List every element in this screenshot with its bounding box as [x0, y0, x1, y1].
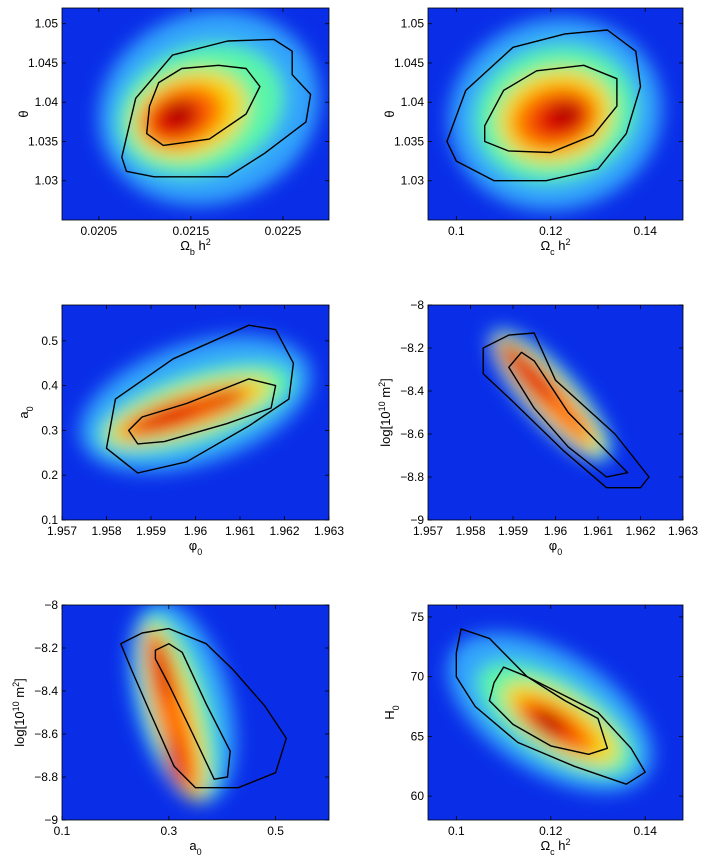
x-axis-label: Ωc h2: [540, 837, 570, 857]
y-axis-label: θ: [16, 110, 31, 117]
y-tick-label: 0.5: [41, 334, 58, 348]
x-tick-label: 0.12: [539, 224, 563, 238]
y-axis-label: log[1010 m2]: [11, 678, 27, 747]
y-tick-label: −8.8: [34, 770, 58, 784]
y-axis-label: a0: [16, 406, 35, 418]
x-tick-label: 1.963: [668, 524, 698, 538]
x-axis-label: φ0: [549, 538, 562, 557]
x-tick-label: 0.14: [634, 824, 658, 838]
x-axis-label: φ0: [189, 538, 202, 557]
x-tick-label: 1.962: [625, 524, 655, 538]
x-tick-label: 1.963: [314, 524, 344, 538]
y-tick-label: −8.8: [400, 470, 424, 484]
y-tick-label: 1.05: [35, 17, 59, 31]
y-tick-label: 1.035: [28, 134, 58, 148]
y-tick-label: 75: [411, 610, 425, 624]
y-tick-label: 1.05: [401, 17, 425, 31]
panel-phi0-logm: 1.957 1.958 1.959 1.96 1.961 1.962 1.963 −9 −8.8…: [377, 298, 698, 557]
y-tick-label: 60: [411, 789, 425, 803]
y-tick-label: 70: [411, 670, 425, 684]
y-axis-label: log[1010 m2]: [377, 378, 393, 447]
y-tick-label: 0.4: [41, 379, 58, 393]
y-tick-label: 1.045: [28, 56, 58, 70]
y-tick-label: 0.3: [41, 423, 58, 437]
y-tick-label: −9: [44, 813, 58, 827]
y-tick-label: 1.03: [35, 174, 59, 188]
y-tick-label: −9: [410, 513, 424, 527]
x-tick-label: 0.3: [160, 824, 177, 838]
x-axis-label: Ωb h2: [180, 237, 211, 257]
y-tick-label: −8.4: [400, 384, 424, 398]
x-tick-label: 0.14: [634, 224, 658, 238]
x-tick-label: 1.961: [583, 524, 613, 538]
y-tick-label: −8.4: [34, 684, 58, 698]
x-tick-label: 0.12: [539, 824, 563, 838]
x-tick-label: 1.959: [498, 524, 528, 538]
y-tick-label: 1.035: [394, 134, 424, 148]
panel-omegab-theta: 0.0205 0.0215 0.0225 1.03 1.035 1.04 1.045 1.05…: [16, 0, 347, 257]
x-tick-label: 0.0215: [173, 224, 210, 238]
x-tick-label: 1.959: [136, 524, 166, 538]
panel-omegac-theta: 0.1 0.12 0.14 1.03 1.035 1.04 1.045 1.05 Ωc h2 θ: [382, 0, 684, 257]
y-tick-label: 1.04: [401, 95, 425, 109]
y-tick-label: −8: [44, 598, 58, 612]
y-tick-label: −8.2: [34, 641, 58, 655]
y-tick-label: 1.045: [394, 56, 424, 70]
x-tick-label: 0.5: [267, 824, 284, 838]
panel-a0-logm: 0.1 0.3 0.5 −9 −8.8 −8.6 −8.4 −8.2 −8 a0 log[1010 …: [11, 590, 329, 857]
y-tick-label: 1.04: [35, 95, 59, 109]
x-tick-label: 0.1: [448, 224, 465, 238]
y-axis-label: H0: [382, 705, 401, 719]
y-tick-label: 0.2: [41, 468, 58, 482]
x-axis-label: a0: [189, 838, 201, 857]
x-tick-label: 1.96: [184, 524, 208, 538]
x-tick-label: 0.0225: [265, 224, 302, 238]
x-tick-label: 1.962: [269, 524, 299, 538]
y-tick-label: 1.03: [401, 174, 425, 188]
y-axis-label: θ: [382, 110, 397, 117]
panel-phi0-a0: 1.957 1.958 1.959 1.96 1.961 1.962 1.963 0.1 0.2…: [16, 305, 344, 557]
y-tick-label: −8.2: [400, 341, 424, 355]
panel-omegac-h0: 0.1 0.12 0.14 60 65 70 75 Ωc h2 H0: [382, 601, 683, 857]
y-tick-label: 0.1: [41, 513, 58, 527]
x-axis-label: Ωc h2: [540, 237, 570, 257]
y-tick-label: −8.6: [34, 727, 58, 741]
x-tick-label: 1.958: [455, 524, 485, 538]
x-tick-label: 0.1: [448, 824, 465, 838]
y-tick-label: −8.6: [400, 427, 424, 441]
y-tick-label: −8: [410, 298, 424, 312]
x-tick-label: 1.96: [544, 524, 568, 538]
x-tick-label: 1.958: [91, 524, 121, 538]
x-tick-label: 1.961: [225, 524, 255, 538]
y-tick-label: 65: [411, 729, 425, 743]
x-tick-label: 0.0205: [80, 224, 117, 238]
